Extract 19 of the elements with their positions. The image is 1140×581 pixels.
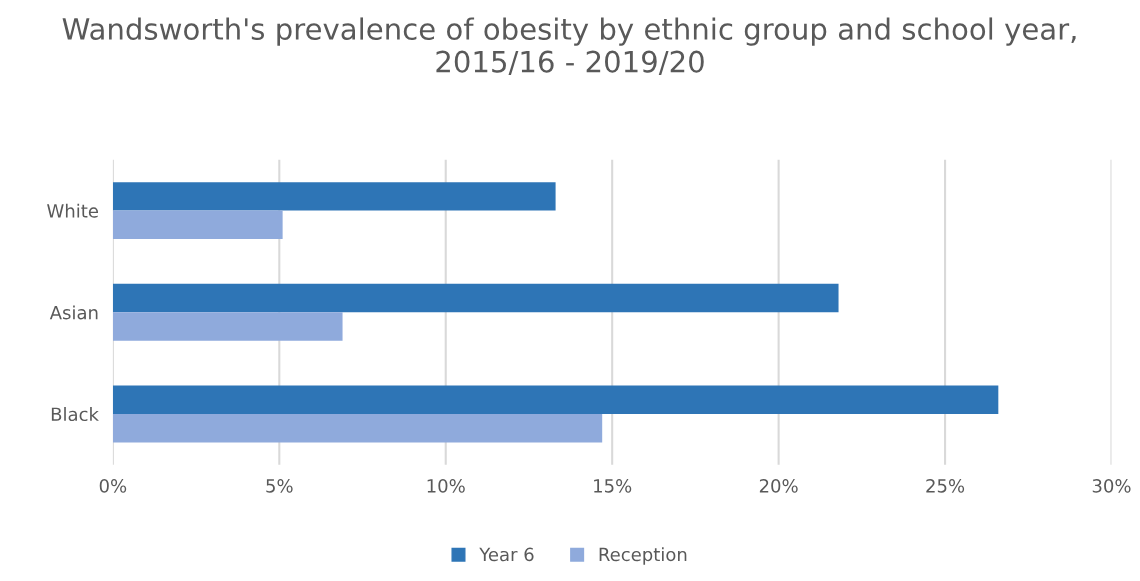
- bar: [112, 413, 603, 443]
- x-tick-label: 30%: [1092, 479, 1131, 493]
- bar: [112, 182, 556, 211]
- bar: [112, 385, 999, 414]
- y-tick-label: Asian: [49, 305, 98, 320]
- x-tick-label: 0%: [99, 479, 127, 493]
- y-tick-label: Black: [51, 407, 99, 422]
- legend-label: Reception: [599, 547, 687, 565]
- x-tick-label: 10%: [427, 479, 465, 493]
- x-tick-label: 5%: [266, 479, 293, 493]
- y-tick-label: White: [47, 203, 99, 218]
- x-tick-label: 25%: [926, 479, 965, 493]
- bar: [112, 210, 283, 240]
- chart-title: Wandsworth's prevalence of obesity by ethnic group and school year, 2015/16 - 2019/20: [62, 17, 1076, 75]
- x-tick-label: 20%: [759, 479, 798, 493]
- x-tick-label: 15%: [594, 479, 632, 493]
- bar: [112, 283, 839, 313]
- bar: [112, 312, 343, 341]
- legend-label: Year 6: [479, 547, 534, 562]
